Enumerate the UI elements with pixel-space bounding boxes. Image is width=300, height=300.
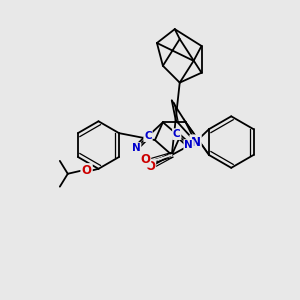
Text: O: O (145, 160, 155, 173)
Text: C: C (144, 131, 152, 141)
Text: O: O (82, 164, 92, 177)
Text: O: O (140, 153, 150, 167)
Text: N: N (190, 136, 201, 148)
Text: N: N (184, 140, 193, 150)
Text: N: N (132, 143, 140, 153)
Text: C: C (173, 129, 181, 139)
